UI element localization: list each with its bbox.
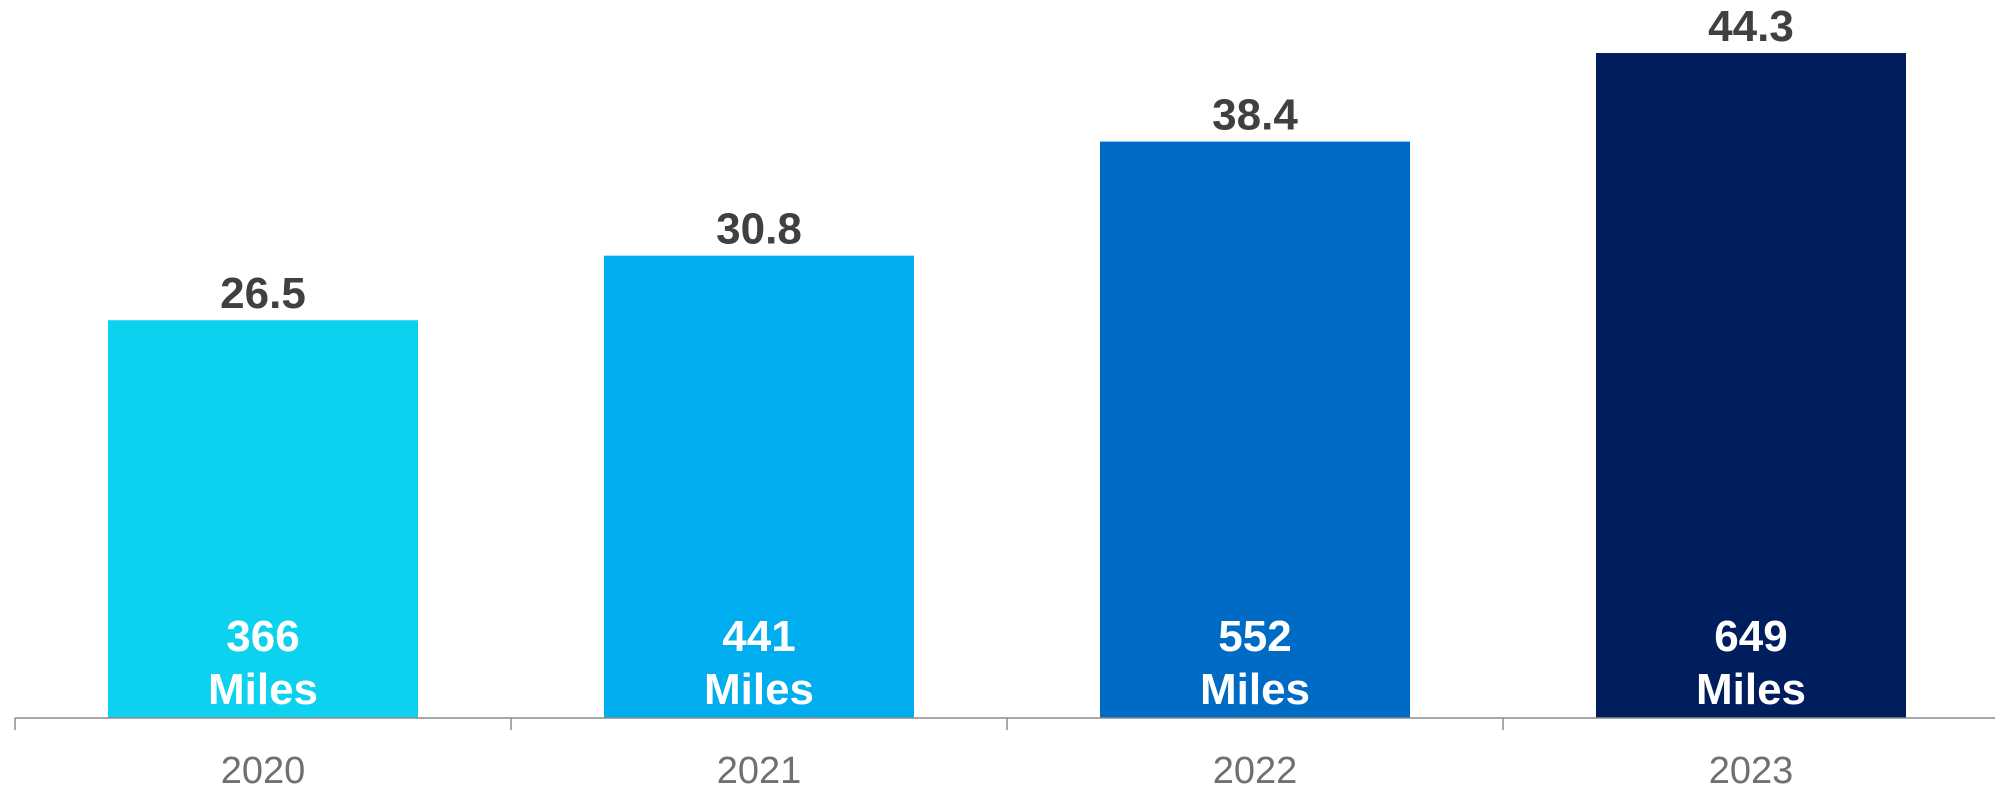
bar-miles-number-2023: 649: [1714, 612, 1787, 661]
value-label-2023: 44.3: [1708, 2, 1794, 51]
bar-miles-number-2020: 366: [226, 612, 299, 661]
bar-miles-number-2021: 441: [722, 612, 795, 661]
value-label-2020: 26.5: [220, 269, 306, 318]
labels-group: 26.5366Miles202030.8441Miles202138.4552M…: [208, 2, 1806, 787]
bar-miles-unit-2022: Miles: [1200, 665, 1310, 714]
x-tick-label-2021: 2021: [717, 750, 802, 787]
value-label-2021: 30.8: [716, 205, 802, 254]
bar-miles-unit-2020: Miles: [208, 665, 318, 714]
x-tick-label-2023: 2023: [1709, 750, 1794, 787]
bars-group: [108, 53, 1906, 718]
bar-miles-unit-2021: Miles: [704, 665, 814, 714]
bar-2020: [108, 320, 418, 718]
x-tick-label-2020: 2020: [221, 750, 306, 787]
value-label-2022: 38.4: [1212, 91, 1298, 140]
x-axis: [14, 717, 1995, 730]
bar-2023: [1596, 53, 1906, 718]
bar-miles-number-2022: 552: [1218, 612, 1291, 661]
bar-miles-unit-2023: Miles: [1696, 665, 1806, 714]
x-tick-label-2022: 2022: [1213, 750, 1298, 787]
bar-2021: [604, 255, 914, 718]
bar-2022: [1100, 141, 1410, 718]
